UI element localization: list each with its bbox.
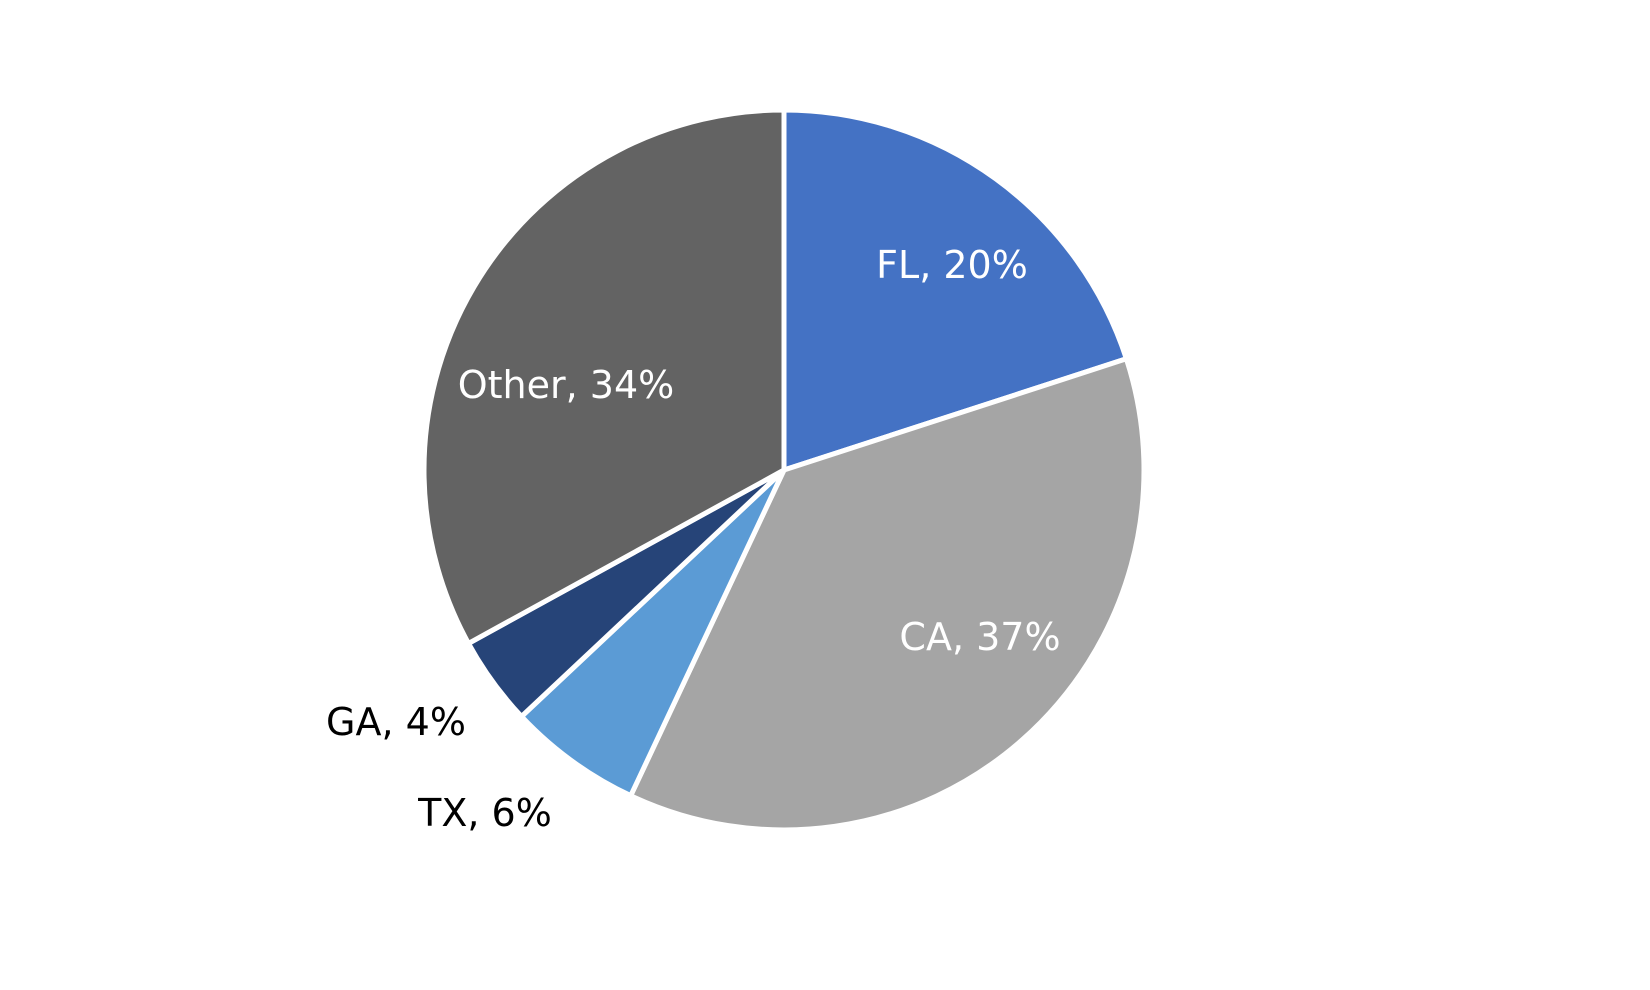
label-ca: CA, 37% <box>899 615 1060 659</box>
label-ga: GA, 4% <box>326 700 466 744</box>
slice-tx[interactable] <box>519 467 787 799</box>
label-other: Other, 34% <box>458 363 675 407</box>
slice-ca[interactable] <box>628 356 1147 833</box>
label-tx: TX, 6% <box>417 791 552 835</box>
slice-other[interactable] <box>421 107 787 646</box>
label-fl: FL, 20% <box>876 243 1028 287</box>
slice-fl[interactable] <box>781 107 1129 473</box>
